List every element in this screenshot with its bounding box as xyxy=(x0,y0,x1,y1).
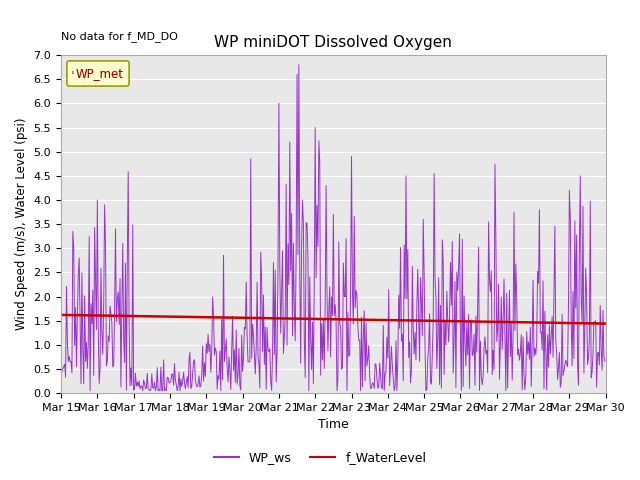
Y-axis label: Wind Speed (m/s), Water Level (psi): Wind Speed (m/s), Water Level (psi) xyxy=(15,118,28,330)
Legend: WP_ws, f_WaterLevel: WP_ws, f_WaterLevel xyxy=(209,446,431,469)
X-axis label: Time: Time xyxy=(318,419,349,432)
Legend: WP_met: WP_met xyxy=(67,61,129,86)
Text: No data for f_MD_DO: No data for f_MD_DO xyxy=(61,31,178,42)
Title: WP miniDOT Dissolved Oxygen: WP miniDOT Dissolved Oxygen xyxy=(214,35,452,50)
